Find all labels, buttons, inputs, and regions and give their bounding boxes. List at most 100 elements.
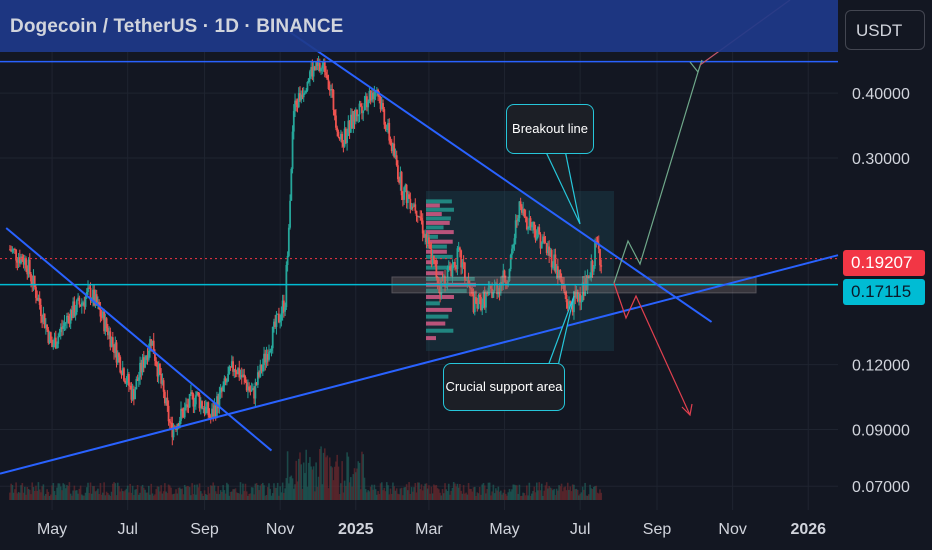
- candle-body: [347, 120, 350, 136]
- candle-body: [529, 218, 532, 228]
- candle-body: [13, 248, 16, 250]
- candle-body: [362, 110, 365, 114]
- volume-bar: [337, 466, 340, 500]
- candle-body: [518, 201, 521, 219]
- volume-bar: [564, 486, 567, 500]
- candle-body: [470, 287, 472, 290]
- volume-bar: [47, 491, 50, 500]
- candle-body: [591, 261, 594, 272]
- candle-body: [172, 426, 175, 438]
- candle-body: [444, 276, 446, 287]
- volume-bar: [408, 482, 410, 500]
- volume-bar: [336, 454, 338, 500]
- candle-body: [456, 248, 459, 270]
- candle-body: [543, 236, 546, 243]
- candle-body: [560, 279, 563, 283]
- candle-body: [249, 390, 252, 392]
- candle-body: [330, 89, 332, 91]
- candle-body: [574, 291, 577, 298]
- candle-body: [413, 204, 415, 207]
- volume-bar: [428, 485, 430, 500]
- volume-bar: [544, 485, 547, 500]
- candle-body: [406, 194, 409, 203]
- volume-bar: [11, 485, 14, 500]
- volume-bar: [591, 488, 594, 500]
- volume-bar: [319, 449, 321, 500]
- volume-bar: [457, 487, 460, 500]
- candle-body: [481, 304, 484, 311]
- candle-body: [142, 357, 145, 368]
- volume-bar: [455, 486, 457, 500]
- candle-body: [261, 365, 264, 372]
- candle-body: [332, 89, 335, 110]
- volume-bar: [452, 482, 455, 500]
- volume-bar: [146, 492, 149, 500]
- candle-body: [395, 155, 398, 166]
- volume-bar: [423, 486, 425, 500]
- volume-bar: [123, 491, 125, 500]
- candle-body: [130, 385, 133, 400]
- volume-bar: [27, 489, 30, 500]
- volume-bar: [181, 488, 184, 500]
- candle-body: [230, 361, 233, 368]
- volume-bar: [486, 488, 488, 500]
- volume-bar: [429, 493, 431, 500]
- volume-bar: [197, 487, 200, 500]
- candle-body: [488, 286, 491, 288]
- candle-body: [165, 397, 168, 404]
- volume-bar: [9, 492, 11, 500]
- candle-body: [476, 303, 479, 309]
- volume-bar: [245, 491, 248, 500]
- candle-body: [501, 282, 503, 286]
- candle-body: [568, 301, 570, 309]
- volume-bar: [516, 485, 518, 500]
- volume-bar: [311, 469, 314, 500]
- volume-bar: [493, 493, 496, 500]
- candle-body: [240, 375, 243, 378]
- candle-body: [367, 101, 370, 108]
- volume-bar: [433, 484, 435, 500]
- volume-bar: [306, 486, 309, 500]
- volume-bar: [81, 494, 83, 500]
- candle-body: [316, 62, 319, 66]
- volume-bar: [133, 495, 135, 500]
- volume-bar: [475, 495, 477, 500]
- volume-bar: [253, 494, 255, 500]
- candle-body: [168, 421, 171, 423]
- volume-bar: [92, 486, 94, 500]
- volume-bar: [157, 486, 160, 500]
- candle-body: [586, 276, 589, 290]
- volume-bar: [222, 485, 224, 500]
- bullish-projection-arrow: [613, 71, 699, 284]
- currency-button[interactable]: USDT: [845, 10, 925, 50]
- volume-bar: [456, 483, 459, 500]
- volume-bar: [320, 446, 322, 500]
- candle-body: [73, 301, 76, 316]
- volume-bar: [118, 486, 120, 500]
- volume-bar: [348, 482, 351, 500]
- volume-bar: [104, 495, 107, 500]
- volume-bar: [374, 489, 377, 500]
- volume-bar: [581, 486, 584, 500]
- volume-bar: [144, 489, 146, 500]
- volume-bar: [156, 486, 159, 500]
- candle-body: [569, 301, 572, 304]
- candle-body: [447, 266, 450, 269]
- candle-body: [429, 244, 432, 249]
- volume-bar: [130, 492, 133, 500]
- volume-bar: [477, 493, 480, 500]
- volume-bar: [83, 495, 86, 500]
- volume-bar: [219, 490, 222, 500]
- candle-body: [335, 115, 337, 128]
- candle-body: [473, 297, 476, 313]
- volume-bar: [200, 491, 202, 500]
- candle-body: [42, 313, 45, 323]
- candle-body: [315, 62, 318, 70]
- volume-bar: [500, 490, 502, 500]
- candle-body: [310, 67, 313, 72]
- volume-bar: [31, 482, 34, 500]
- candle-body: [46, 324, 49, 330]
- volume-profile-bar: [426, 314, 449, 319]
- candle-body: [243, 374, 246, 378]
